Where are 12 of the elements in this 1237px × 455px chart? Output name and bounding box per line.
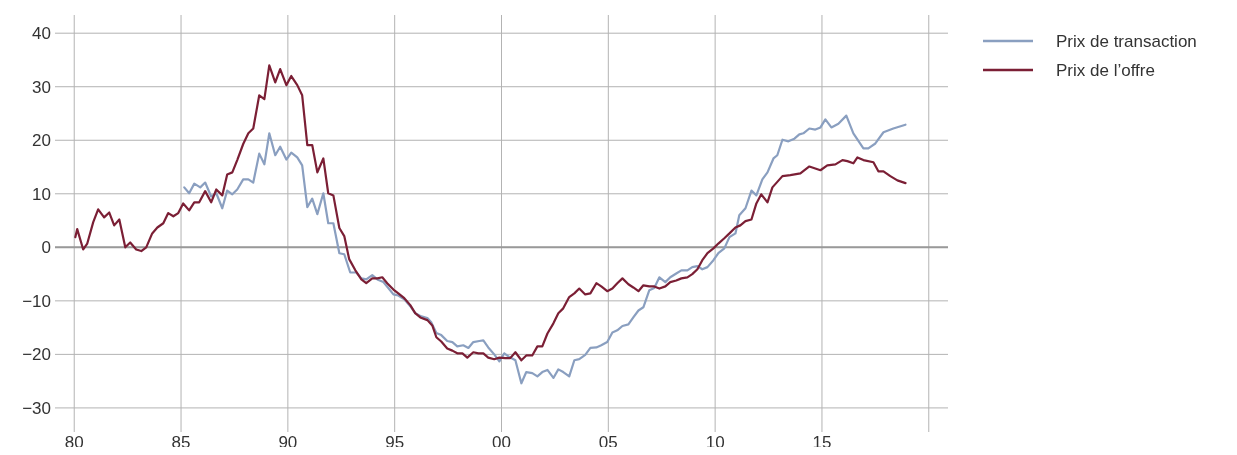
y-tick-label: 40 — [32, 24, 51, 44]
line-series — [183, 114, 907, 385]
line-series — [74, 64, 907, 362]
legend-label: Prix de transaction — [1056, 31, 1197, 51]
y-tick-label: −10 — [22, 291, 51, 311]
y-tick-label: 10 — [32, 184, 51, 204]
y-tick-label: 20 — [32, 131, 51, 151]
y-tick-label: 30 — [32, 77, 51, 97]
y-tick-label: −20 — [22, 345, 51, 365]
y-tick-label: −30 — [22, 398, 51, 418]
legend-label: Prix de l’offre — [1056, 60, 1155, 80]
y-tick-label: 0 — [41, 238, 51, 258]
